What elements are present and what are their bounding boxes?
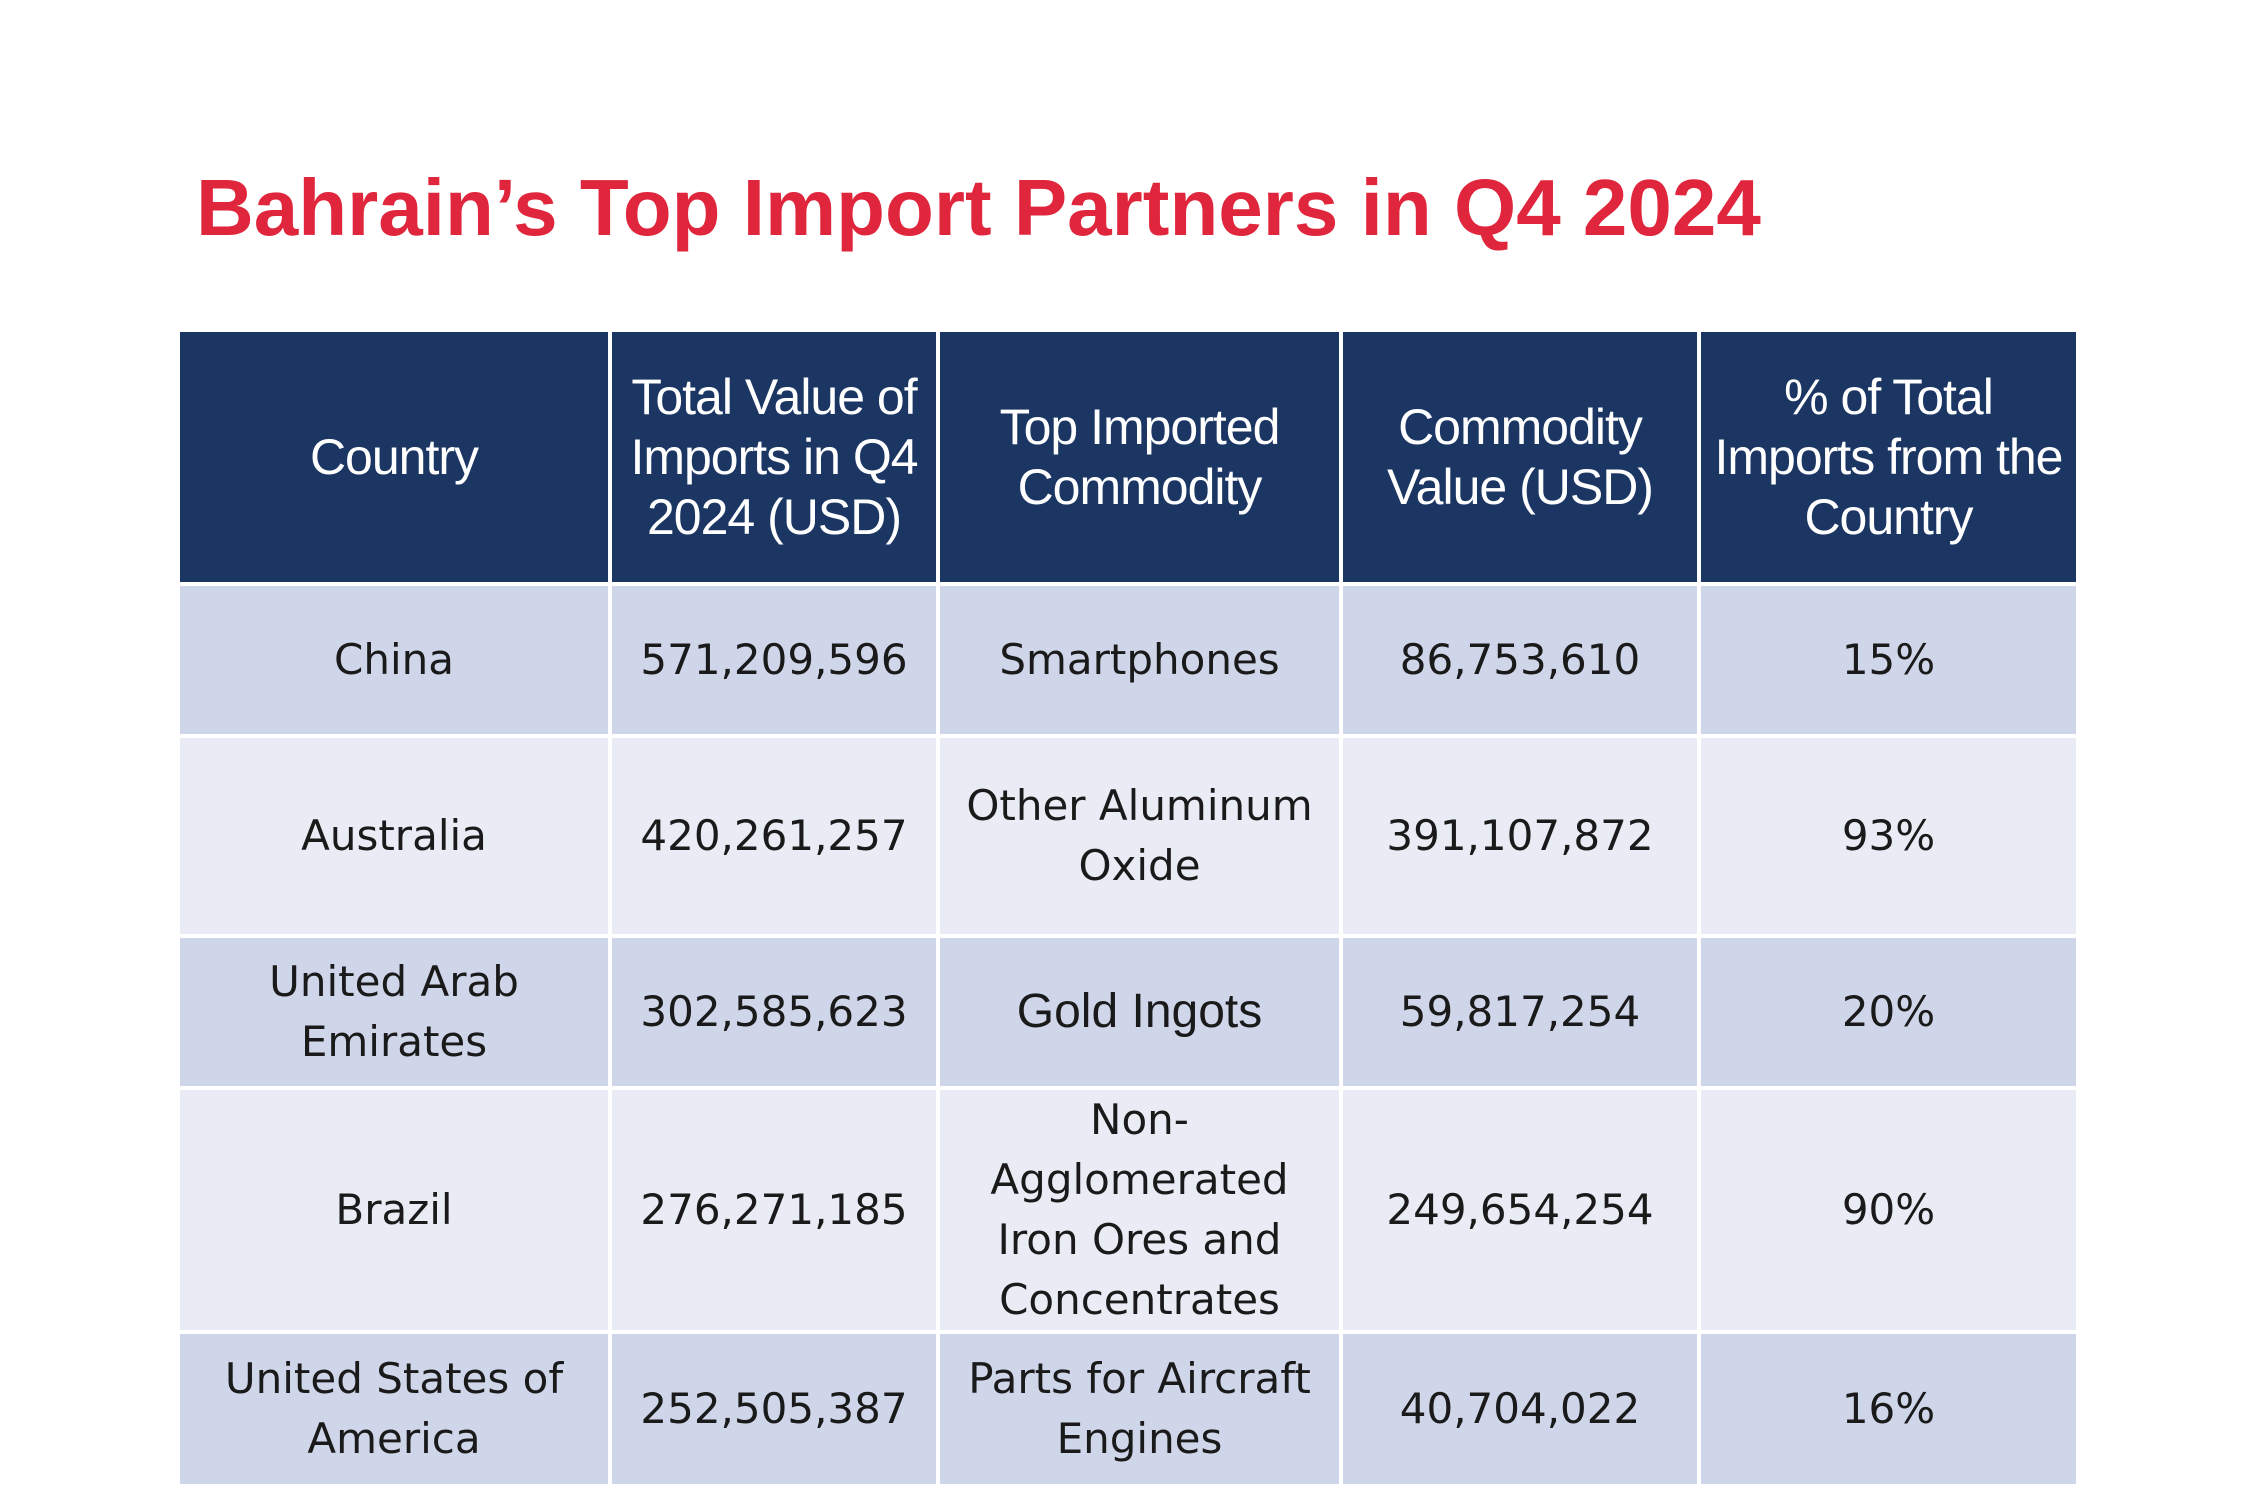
cell-commodity: Parts for Aircraft Engines — [940, 1334, 1339, 1484]
import-partners-table: Country Total Value of Imports in Q4 202… — [176, 328, 2080, 1488]
cell-country: Brazil — [180, 1090, 608, 1330]
cell-total-value: 420,261,257 — [612, 738, 936, 934]
cell-commodity-text: Gold Ingots — [1016, 984, 1263, 1038]
cell-country: China — [180, 586, 608, 734]
import-partners-table-container: Country Total Value of Imports in Q4 202… — [180, 332, 2076, 1484]
header-commodity-value: Commodity Value (USD) — [1343, 332, 1697, 582]
cell-percent: 16% — [1701, 1334, 2076, 1484]
cell-commodity: Gold Ingots — [940, 938, 1339, 1086]
cell-country: Australia — [180, 738, 608, 934]
cell-commodity-value: 40,704,022 — [1343, 1334, 1697, 1484]
cell-total-value: 252,505,387 — [612, 1334, 936, 1484]
header-total-value: Total Value of Imports in Q4 2024 (USD) — [612, 332, 936, 582]
table-row: Brazil 276,271,185 Non-Agglomerated Iron… — [180, 1090, 2076, 1330]
cell-total-value: 302,585,623 — [612, 938, 936, 1086]
cell-commodity: Smartphones — [940, 586, 1339, 734]
cell-commodity-value: 59,817,254 — [1343, 938, 1697, 1086]
cell-commodity-value: 391,107,872 — [1343, 738, 1697, 934]
cell-percent: 15% — [1701, 586, 2076, 734]
page-title: Bahrain’s Top Import Partners in Q4 2024 — [196, 163, 1761, 252]
cell-country: United States of America — [180, 1334, 608, 1484]
table-header-row: Country Total Value of Imports in Q4 202… — [180, 332, 2076, 582]
cell-commodity: Other Aluminum Oxide — [940, 738, 1339, 934]
cell-commodity-value: 86,753,610 — [1343, 586, 1697, 734]
table-row: Australia 420,261,257 Other Aluminum Oxi… — [180, 738, 2076, 934]
cell-percent: 20% — [1701, 938, 2076, 1086]
cell-commodity: Non-Agglomerated Iron Ores and Concentra… — [940, 1090, 1339, 1330]
cell-commodity-value: 249,654,254 — [1343, 1090, 1697, 1330]
cell-country: United Arab Emirates — [180, 938, 608, 1086]
table-row: United States of America 252,505,387 Par… — [180, 1334, 2076, 1484]
cell-percent: 90% — [1701, 1090, 2076, 1330]
cell-total-value: 276,271,185 — [612, 1090, 936, 1330]
header-percent-of-total: % of Total Imports from the Country — [1701, 332, 2076, 582]
table-row: United Arab Emirates 302,585,623 Gold In… — [180, 938, 2076, 1086]
header-country: Country — [180, 332, 608, 582]
table-row: China 571,209,596 Smartphones 86,753,610… — [180, 586, 2076, 734]
cell-percent: 93% — [1701, 738, 2076, 934]
cell-total-value: 571,209,596 — [612, 586, 936, 734]
header-top-commodity: Top Imported Commodity — [940, 332, 1339, 582]
